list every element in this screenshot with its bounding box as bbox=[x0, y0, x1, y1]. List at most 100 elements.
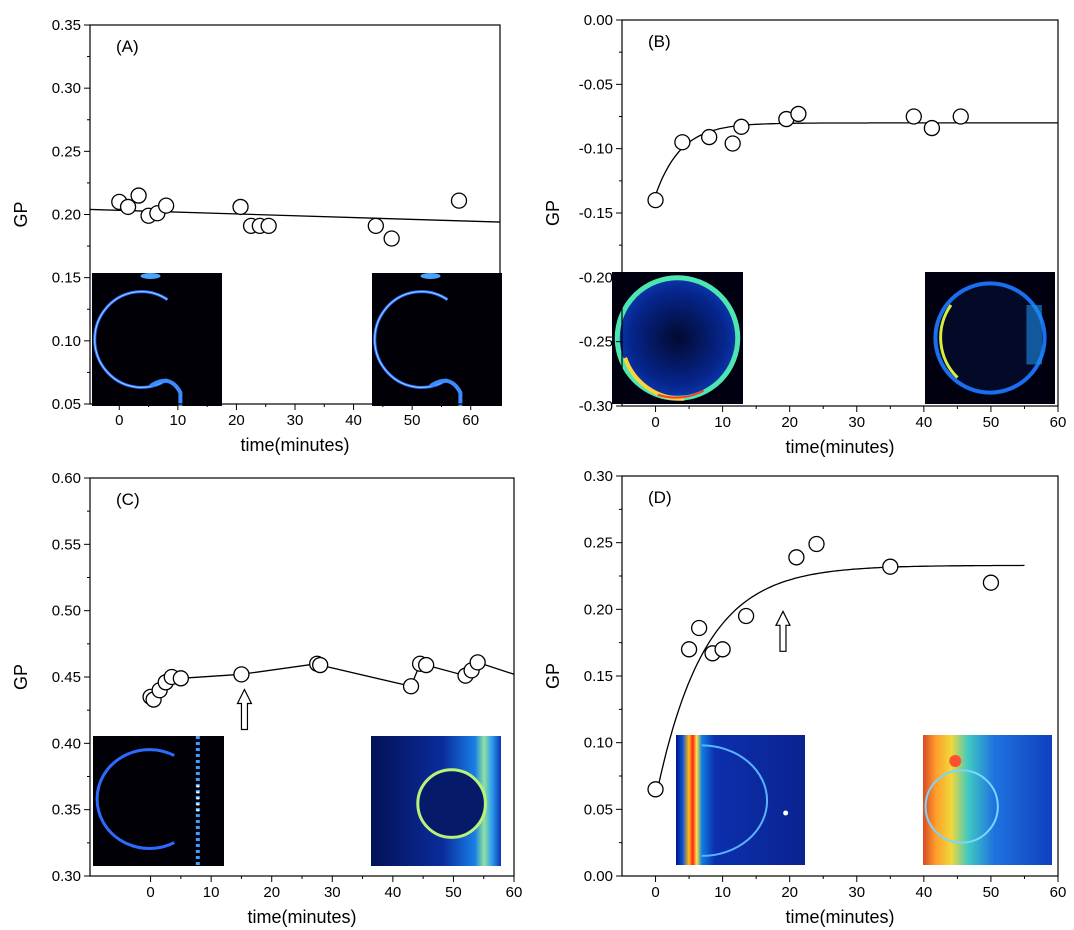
contact-region bbox=[1026, 305, 1042, 365]
data-point bbox=[714, 641, 731, 658]
chart-panel-d: 0 10 20 30 40 50 60 0.00 0.05 0.10 0.15 0.20 0.25 0.3… bbox=[543, 468, 1066, 927]
y-tick-label: -0.30 bbox=[579, 398, 613, 415]
microscopy-inset-right bbox=[923, 735, 1052, 865]
y-tick-label: -0.15 bbox=[579, 205, 613, 222]
y-tick-label: 0.25 bbox=[52, 143, 81, 160]
top-blob bbox=[420, 273, 441, 279]
y-tick-label: 0.05 bbox=[584, 801, 613, 818]
y-tick-label: -0.05 bbox=[579, 76, 613, 93]
x-tick-label: 20 bbox=[228, 412, 245, 429]
data-point bbox=[157, 197, 175, 214]
y-tick-label: 0.20 bbox=[52, 207, 81, 224]
x-tick-label: 0 bbox=[651, 884, 659, 901]
data-point bbox=[808, 535, 825, 553]
x-tick-label: 10 bbox=[170, 412, 187, 429]
x-tick-label: 0 bbox=[146, 884, 154, 901]
data-point bbox=[647, 781, 664, 798]
data-point bbox=[923, 119, 941, 137]
x-tick-label: 60 bbox=[462, 412, 479, 429]
panel-label: (A) bbox=[116, 37, 139, 56]
panel-label: (C) bbox=[116, 490, 140, 509]
data-point bbox=[724, 135, 741, 152]
data-point bbox=[952, 108, 969, 125]
microscopy-inset-right bbox=[925, 272, 1055, 404]
data-point bbox=[172, 670, 190, 687]
event-arrow bbox=[775, 609, 791, 652]
x-tick-label: 0 bbox=[651, 414, 659, 431]
data-point bbox=[402, 678, 420, 695]
event-arrow bbox=[236, 688, 253, 731]
top-blob bbox=[140, 273, 161, 279]
data-point bbox=[905, 108, 922, 125]
y-tick-label: 0.30 bbox=[52, 80, 81, 97]
vesicle-ring bbox=[701, 744, 768, 857]
x-tick-label: 0 bbox=[115, 412, 123, 429]
y-tick-label: 0.10 bbox=[52, 333, 81, 350]
x-tick-label: 50 bbox=[983, 414, 1000, 431]
y-tick-label: 0.35 bbox=[52, 17, 81, 34]
data-point bbox=[690, 619, 708, 637]
data-point bbox=[260, 217, 277, 235]
x-tick-label: 20 bbox=[263, 884, 280, 901]
y-tick-label: 0.15 bbox=[584, 668, 613, 685]
microscopy-inset-left bbox=[92, 273, 222, 406]
y-tick-label: -0.10 bbox=[579, 141, 613, 158]
y-tick-label: 0.20 bbox=[584, 601, 613, 618]
data-point bbox=[383, 230, 400, 247]
data-point bbox=[788, 549, 805, 566]
x-axis-label: time(minutes) bbox=[785, 907, 894, 927]
fit-curve bbox=[654, 122, 1058, 196]
data-point bbox=[982, 574, 1000, 591]
x-tick-label: 10 bbox=[203, 884, 220, 901]
data-point bbox=[233, 666, 250, 683]
inset-background bbox=[93, 736, 224, 866]
y-tick-label: 0.10 bbox=[584, 735, 613, 752]
x-axis-label: time(minutes) bbox=[785, 437, 894, 457]
y-tick-label: 0.25 bbox=[584, 535, 613, 552]
x-tick-label: 30 bbox=[848, 414, 865, 431]
data-point bbox=[450, 192, 468, 209]
data-point bbox=[418, 656, 435, 674]
vesicle-neck bbox=[429, 378, 463, 406]
microscopy-inset-right bbox=[371, 736, 501, 866]
data-point bbox=[647, 191, 664, 209]
y-axis-label: GP bbox=[543, 200, 563, 226]
x-tick-label: 50 bbox=[983, 884, 1000, 901]
y-tick-label: 0.40 bbox=[52, 735, 81, 752]
y-axis-label: GP bbox=[543, 663, 563, 689]
vesicle-ring bbox=[924, 769, 999, 844]
data-point bbox=[674, 134, 691, 151]
y-axis-label: GP bbox=[11, 664, 31, 690]
microscopy-inset-right bbox=[372, 273, 502, 406]
fit-curve bbox=[656, 564, 1025, 790]
x-tick-label: 30 bbox=[324, 884, 341, 901]
chart-panel-b: 0 10 20 30 40 50 60 -0.30 -0.25 -0.20 -0.15 -0.10 -0… bbox=[543, 12, 1066, 457]
x-tick-label: 60 bbox=[1050, 884, 1067, 901]
vesicle-ring bbox=[416, 768, 487, 839]
vesicle-neck bbox=[149, 378, 183, 406]
panel-label: (D) bbox=[648, 488, 672, 507]
y-tick-label: 0.60 bbox=[52, 470, 81, 487]
chart-panel-a: 0 10 20 30 40 50 60 0.05 0.10 0.15 0.20 0.25 0.30 0.3… bbox=[11, 17, 502, 455]
x-tick-label: 60 bbox=[506, 884, 523, 901]
data-point bbox=[790, 105, 807, 123]
microscopy-inset-left bbox=[612, 272, 743, 404]
x-tick-label: 50 bbox=[445, 884, 462, 901]
y-tick-label: -0.20 bbox=[579, 269, 613, 286]
data-point bbox=[733, 118, 750, 135]
y-tick-label: 0.00 bbox=[584, 12, 613, 29]
y-tick-label: 0.45 bbox=[52, 669, 81, 686]
data-point bbox=[737, 607, 755, 625]
x-tick-label: 30 bbox=[848, 884, 865, 901]
x-tick-label: 20 bbox=[781, 884, 798, 901]
x-tick-label: 40 bbox=[916, 414, 933, 431]
y-tick-label: -0.25 bbox=[579, 334, 613, 351]
x-tick-label: 10 bbox=[714, 414, 731, 431]
x-tick-label: 50 bbox=[404, 412, 421, 429]
vesicle-bright-arc bbox=[939, 304, 959, 379]
data-point bbox=[119, 198, 137, 216]
x-tick-label: 10 bbox=[714, 884, 731, 901]
data-point bbox=[367, 217, 384, 235]
data-point bbox=[130, 187, 147, 204]
y-axis-label: GP bbox=[11, 201, 31, 227]
